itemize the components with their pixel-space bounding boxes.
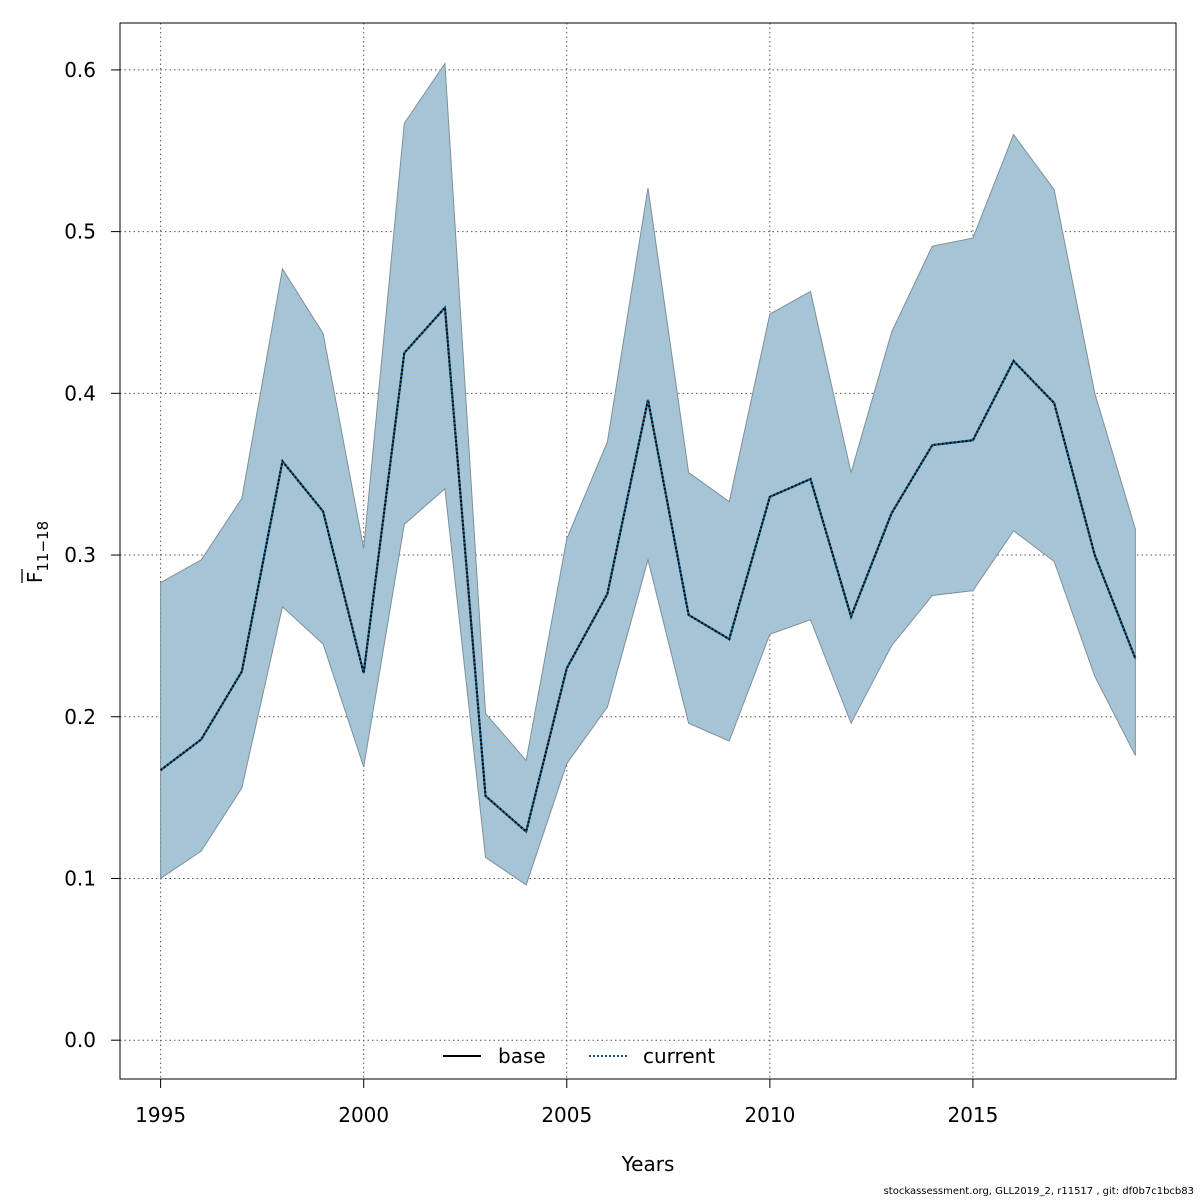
series-line-current [159, 304, 1137, 834]
x-axis: 1995 2000 2005 2010 2015 [135, 1079, 998, 1127]
legend-label-base: base [498, 1044, 546, 1068]
y-axis-title-main: F [23, 572, 47, 584]
y-tick-label: 0.5 [64, 220, 96, 244]
svg-text:F11−18: F11−18 [23, 521, 52, 583]
legend-item-base: base [443, 1044, 546, 1068]
y-axis: 0.0 0.1 0.2 0.3 0.4 0.5 0.6 [64, 58, 120, 1052]
x-tick-label: 2010 [744, 1103, 795, 1127]
legend: base current [443, 1044, 715, 1068]
plot-frame [119, 22, 1177, 1080]
y-axis-title: F11−18 [21, 521, 52, 583]
x-tick-label: 1995 [135, 1103, 186, 1127]
legend-label-current: current [643, 1044, 715, 1068]
x-tick-label: 2015 [947, 1103, 998, 1127]
x-tick-label: 2005 [541, 1103, 592, 1127]
y-tick-label: 0.0 [64, 1028, 96, 1052]
y-tick-label: 0.1 [64, 866, 96, 890]
y-tick-label: 0.2 [64, 705, 96, 729]
y-tick-label: 0.4 [64, 381, 96, 405]
y-axis-title-subscript: 11−18 [34, 521, 52, 572]
y-tick-label: 0.3 [64, 543, 96, 567]
legend-item-current: current [589, 1044, 715, 1068]
confidence-band [160, 61, 1136, 886]
footer-note: stockassessment.org, GLL2019_2, r11517 ,… [883, 1186, 1194, 1197]
confidence-band-layer [160, 61, 1136, 886]
series-layer [159, 304, 1137, 834]
x-axis-title: Years [621, 1152, 675, 1176]
y-tick-label: 0.6 [64, 58, 96, 82]
x-tick-label: 2000 [338, 1103, 389, 1127]
series-line-current-shadow [159, 304, 1137, 834]
